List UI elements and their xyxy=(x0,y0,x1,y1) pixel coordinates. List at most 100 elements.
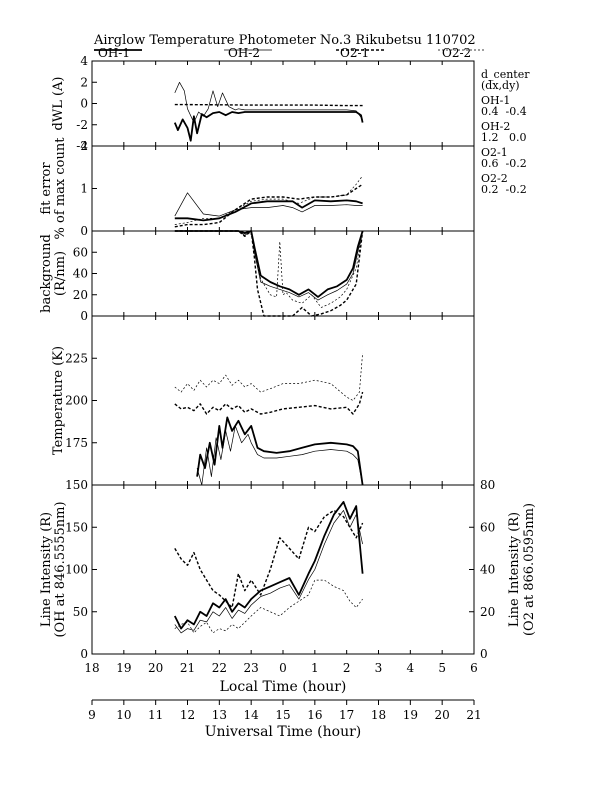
y-tick-label-background: 60 xyxy=(73,245,88,259)
y-tick-label-intensity: 0 xyxy=(80,647,88,661)
panel-dwl: -4 -2 0 2 4 dWL (A) xyxy=(51,54,475,153)
y-axis-label-intensity: Line Intensity (R) xyxy=(39,512,54,627)
panel-frame-intensity xyxy=(91,484,475,655)
y-axis-label2-fit_error: % of max count xyxy=(53,137,68,240)
y-tick-label-fit_error: 1 xyxy=(80,182,88,196)
annotation-o21-values: 0.6 -0.2 xyxy=(481,157,527,170)
series-intensity-oh-2 xyxy=(174,510,363,634)
series-fit_error-oh-1 xyxy=(174,199,363,222)
y-tick-label-right: 20 xyxy=(480,605,495,619)
y-tick-label-temperature: 150 xyxy=(65,478,88,492)
local-time-tick-label: 1 xyxy=(311,661,319,675)
local-time-tick-label: 5 xyxy=(438,661,446,675)
ut-tick-label: 17 xyxy=(339,708,354,722)
local-time-tick-label: 0 xyxy=(279,661,287,675)
y-axis-label-temperature: Temperature (K) xyxy=(51,346,66,455)
y-tick-label-temperature: 200 xyxy=(65,394,88,408)
y-tick-label-right: 40 xyxy=(480,563,495,577)
annotation-o22-label: O2-2 xyxy=(481,172,508,185)
series-background-oh-2 xyxy=(174,230,363,301)
chart-title: Airglow Temperature Photometer No.3 Riku… xyxy=(93,33,476,48)
y-axis-label2-intensity: (OH at 846.5555nm) xyxy=(53,501,68,637)
ut-tick-label: 12 xyxy=(180,708,195,722)
series-background-o2-2 xyxy=(174,230,363,308)
panel-frame-temperature xyxy=(91,315,475,486)
annotation-d-center: d_center xyxy=(481,68,530,81)
local-time-tick-label: 20 xyxy=(148,661,163,675)
series-fit_error-oh-2 xyxy=(174,192,363,217)
legend-label-oh-2: OH-2 xyxy=(228,46,260,60)
ut-tick-label: 16 xyxy=(307,708,322,722)
y-tick-label-dwl: 4 xyxy=(80,54,88,68)
y-tick-label-fit_error: 2 xyxy=(80,139,88,153)
annotation-o22-values: 0.2 -0.2 xyxy=(481,183,527,196)
panel-frame-dwl xyxy=(91,60,475,147)
y-tick-label-background: 0 xyxy=(80,309,88,323)
series-intensity-oh-1 xyxy=(173,500,364,630)
annotation-oh1-label: OH-1 xyxy=(481,94,510,107)
ut-tick-label: 20 xyxy=(435,708,450,722)
series-background-oh-1 xyxy=(174,230,364,298)
y-tick-label-right: 0 xyxy=(480,647,488,661)
local-time-tick-label: 23 xyxy=(244,661,259,675)
local-time-tick-label: 3 xyxy=(375,661,383,675)
series-dwl-oh-1 xyxy=(173,111,364,142)
series-temperature-oh-1 xyxy=(196,416,364,486)
panel-background: 0 20 40 60 background (R/nm) xyxy=(39,230,475,323)
annotation-oh1-values: 0.4 -0.4 xyxy=(481,105,527,118)
y-tick-label-right: 80 xyxy=(480,478,495,492)
annotation-dxdy: (dx,dy) xyxy=(481,79,520,92)
universal-time-axis-label: Universal Time (hour) xyxy=(205,724,362,740)
y-tick-label-dwl: -2 xyxy=(76,118,88,132)
series-temperature-o2-1 xyxy=(174,391,364,415)
legend: OH-1 OH-2 O2-1 O2-2 xyxy=(94,46,486,60)
y-tick-label-fit_error: 0 xyxy=(80,224,88,238)
annotation-o21-label: O2-1 xyxy=(481,146,508,159)
series-background-o2-1 xyxy=(174,230,364,317)
y-axis-label2-right: (O2 at 866.0595nm) xyxy=(522,503,537,636)
y-tick-label-right: 60 xyxy=(480,520,495,534)
dcenter-annotations: d_center (dx,dy) OH-1 0.4 -0.4 OH-2 1.2 … xyxy=(481,68,530,196)
ut-tick-label: 10 xyxy=(116,708,131,722)
y-tick-label-intensity: 50 xyxy=(73,605,88,619)
y-tick-label-dwl: 0 xyxy=(80,97,88,111)
series-intensity-o2-2 xyxy=(174,579,363,634)
local-time-tick-label: 4 xyxy=(407,661,415,675)
annotation-oh2-values: 1.2 0.0 xyxy=(481,131,526,144)
local-time-tick-label: 2 xyxy=(343,661,351,675)
chart-panels: -4 -2 0 2 4 dWL (A) 0 1 2 fit error% of max count… xyxy=(39,54,537,661)
panel-frame-background xyxy=(91,230,475,317)
ut-tick-label: 11 xyxy=(148,708,163,722)
ut-tick-label: 14 xyxy=(244,708,260,722)
local-time-tick-label: 21 xyxy=(180,661,195,675)
y-axis-label-right: Line Intensity (R) xyxy=(507,512,522,627)
y-tick-label-background: 40 xyxy=(73,267,88,281)
y-axis-label-fit_error: fit error xyxy=(39,162,54,215)
local-time-tick-label: 18 xyxy=(84,661,99,675)
local-time-axis-label: Local Time (hour) xyxy=(220,679,347,695)
ut-tick-label: 21 xyxy=(466,708,481,722)
series-dwl-oh-2 xyxy=(174,81,363,123)
local-time-tick-label: 6 xyxy=(470,661,478,675)
y-tick-label-background: 20 xyxy=(73,288,88,302)
y-axis-label2-background: (R/nm) xyxy=(53,251,68,296)
ut-tick-label: 15 xyxy=(275,708,290,722)
legend-label-o2-1: O2-1 xyxy=(340,46,369,60)
series-temperature-oh-2 xyxy=(196,425,363,486)
legend-label-o2-2: O2-2 xyxy=(442,46,471,60)
ut-tick-label: 13 xyxy=(212,708,227,722)
y-tick-label-temperature: 225 xyxy=(65,351,88,365)
y-tick-label-dwl: 2 xyxy=(80,75,88,89)
series-temperature-o2-2 xyxy=(174,353,363,401)
panel-fit_error: 0 1 2 fit error% of max count xyxy=(39,137,475,240)
y-tick-label-temperature: 175 xyxy=(65,436,88,450)
ut-tick-label: 18 xyxy=(371,708,386,722)
legend-label-oh-1: OH-1 xyxy=(98,46,130,60)
series-intensity-o2-1 xyxy=(174,509,364,609)
y-tick-label-intensity: 100 xyxy=(65,563,88,577)
panel-frame-fit_error xyxy=(91,145,475,232)
y-axis-label-background: background xyxy=(39,234,54,313)
time-axes: Local Time (hour) Universal Time (hour) … xyxy=(84,661,481,740)
